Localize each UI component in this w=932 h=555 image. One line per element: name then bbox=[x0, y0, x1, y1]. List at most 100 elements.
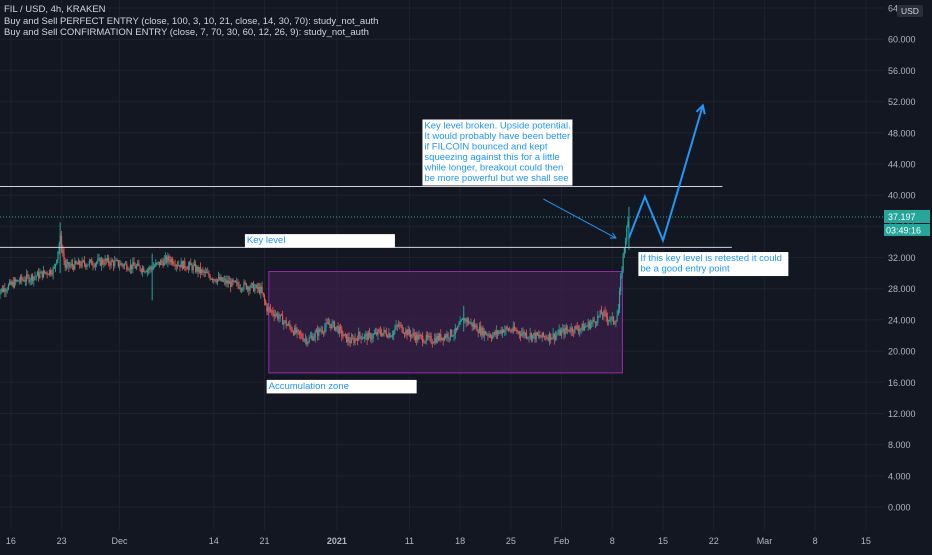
candle-body bbox=[292, 331, 295, 335]
candle-body bbox=[443, 335, 446, 341]
candle-body bbox=[10, 281, 12, 285]
breakout-note-text: while longer, breakout could then bbox=[423, 162, 563, 173]
candle-body bbox=[28, 275, 30, 282]
candle-body bbox=[535, 332, 537, 340]
candle-body bbox=[202, 269, 204, 271]
candle-body bbox=[157, 261, 159, 263]
candle-body bbox=[314, 332, 316, 338]
candle-body bbox=[583, 326, 586, 331]
candle-body bbox=[193, 264, 196, 266]
candle-body bbox=[501, 329, 503, 334]
candle-body bbox=[300, 333, 302, 335]
candle-body bbox=[205, 271, 208, 274]
candle-body bbox=[428, 335, 430, 338]
candle-body bbox=[280, 314, 282, 316]
candle-body bbox=[259, 287, 261, 294]
candle-body bbox=[161, 260, 163, 263]
candle-body bbox=[256, 284, 258, 289]
candle-body bbox=[288, 323, 290, 326]
candle-body bbox=[390, 336, 392, 338]
candle-body bbox=[494, 332, 496, 335]
accumulation-zone-note: Accumulation zone bbox=[266, 379, 417, 394]
candle-body bbox=[617, 308, 619, 316]
candle-body bbox=[222, 280, 225, 282]
candle-body bbox=[186, 268, 188, 270]
price-tick-label: 0.000 bbox=[888, 503, 911, 513]
candle-body bbox=[570, 327, 572, 332]
candle-body bbox=[236, 281, 238, 283]
candle-body bbox=[446, 333, 448, 338]
candle-body bbox=[451, 329, 453, 337]
candle-body bbox=[477, 331, 479, 334]
candle-body bbox=[384, 330, 386, 333]
candle-body bbox=[96, 262, 98, 264]
candle-body bbox=[312, 336, 314, 341]
candle-body bbox=[250, 283, 252, 288]
candle-body bbox=[518, 331, 520, 335]
candle-body bbox=[453, 334, 455, 336]
candle-body bbox=[230, 281, 232, 287]
candle-body bbox=[197, 266, 199, 273]
candle-body bbox=[594, 321, 596, 324]
candles bbox=[0, 206, 630, 348]
time-tick-label: 25 bbox=[506, 536, 516, 546]
candle-body bbox=[40, 271, 42, 274]
candle-body bbox=[290, 326, 292, 331]
candle-body bbox=[452, 335, 454, 337]
candle-body bbox=[3, 288, 5, 292]
candle-body bbox=[350, 338, 353, 343]
candle-body bbox=[47, 274, 49, 276]
symbol-title[interactable]: FIL / USD, 4h, KRAKEN bbox=[4, 4, 106, 15]
candle-body bbox=[362, 337, 365, 339]
currency-badge[interactable]: USD bbox=[897, 5, 923, 17]
candle-body bbox=[204, 271, 206, 273]
candle-body bbox=[297, 329, 299, 332]
candle-body bbox=[34, 276, 36, 278]
candle-body bbox=[9, 281, 11, 285]
candle-body bbox=[509, 329, 511, 331]
candle-body bbox=[545, 336, 547, 339]
candle-body bbox=[271, 310, 273, 312]
price-tick-label: 8.000 bbox=[888, 440, 911, 450]
candle-body bbox=[563, 328, 565, 335]
candle-body bbox=[289, 323, 291, 327]
candle-body bbox=[83, 260, 86, 265]
candle-body bbox=[67, 262, 69, 265]
candle-body bbox=[69, 265, 71, 267]
indicator-confirmation-entry[interactable]: Buy and Sell CONFIRMATION ENTRY (close, … bbox=[4, 27, 369, 38]
indicator-perfect-entry[interactable]: Buy and Sell PERFECT ENTRY (close, 100, … bbox=[4, 15, 379, 27]
candle-body bbox=[170, 259, 173, 262]
candle-body bbox=[434, 338, 436, 343]
candle-body bbox=[144, 271, 146, 273]
candle-body bbox=[474, 323, 476, 328]
candle-body bbox=[591, 322, 593, 324]
candle-body bbox=[559, 329, 561, 336]
candle-body bbox=[510, 329, 512, 332]
candle-body bbox=[100, 259, 103, 266]
candle-body bbox=[139, 265, 141, 270]
candle-body bbox=[0, 288, 2, 292]
candle-body bbox=[185, 267, 187, 269]
candle-body bbox=[612, 316, 615, 323]
candle-body bbox=[465, 318, 467, 323]
candle-body bbox=[454, 327, 456, 335]
candle-body bbox=[515, 330, 517, 331]
candle-body bbox=[275, 313, 278, 315]
candle-body bbox=[94, 263, 97, 267]
candle-body bbox=[403, 333, 406, 335]
candle-body bbox=[317, 330, 319, 336]
candle-body bbox=[338, 326, 340, 334]
candle-body bbox=[321, 330, 324, 333]
candle-body bbox=[396, 325, 398, 327]
candle-body bbox=[15, 279, 17, 282]
candle-body bbox=[382, 332, 384, 336]
accumulation-zone-note-text: Accumulation zone bbox=[269, 381, 349, 392]
candle-body bbox=[220, 277, 222, 281]
candle-body bbox=[571, 327, 574, 332]
candle-body bbox=[500, 330, 502, 334]
candle-body bbox=[246, 286, 249, 290]
candle-body bbox=[180, 261, 182, 268]
candle-body bbox=[18, 281, 20, 283]
